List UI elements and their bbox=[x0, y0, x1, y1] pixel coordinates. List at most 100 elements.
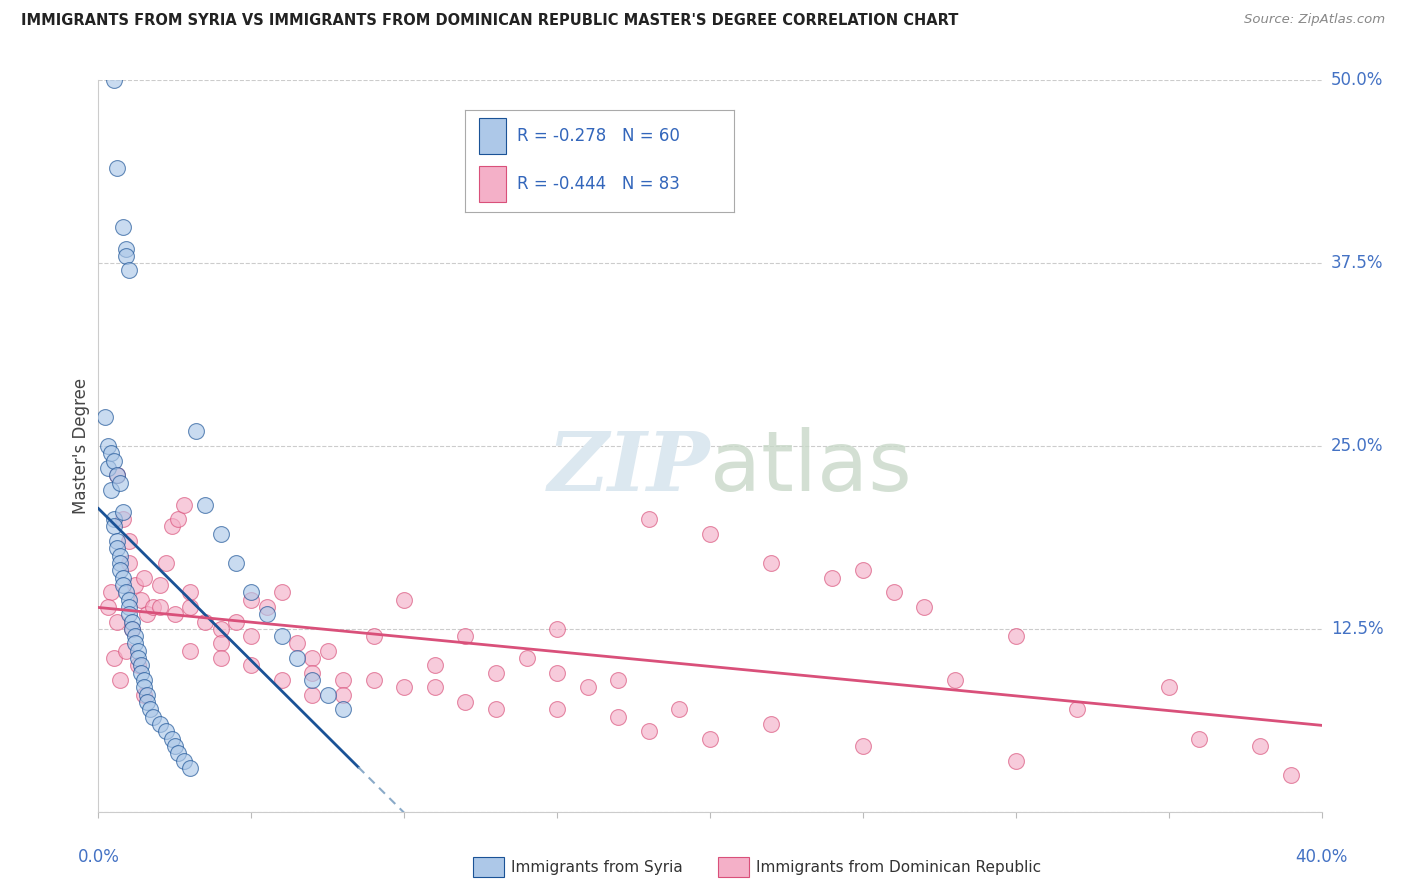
Point bbox=[124, 629, 146, 643]
Point bbox=[111, 578, 134, 592]
Text: 25.0%: 25.0% bbox=[1331, 437, 1384, 455]
Point bbox=[134, 571, 156, 585]
Point bbox=[97, 461, 120, 475]
Point bbox=[115, 249, 138, 263]
Point bbox=[607, 709, 630, 723]
Point bbox=[546, 622, 568, 636]
Point bbox=[332, 688, 354, 702]
Point bbox=[155, 724, 177, 739]
Text: 50.0%: 50.0% bbox=[1331, 71, 1384, 89]
Point bbox=[167, 512, 190, 526]
Point bbox=[118, 592, 141, 607]
Point bbox=[225, 556, 247, 570]
Point bbox=[129, 665, 152, 680]
Point bbox=[118, 263, 141, 277]
Point bbox=[194, 498, 217, 512]
Point bbox=[363, 673, 385, 687]
Point bbox=[699, 731, 721, 746]
Point bbox=[97, 599, 120, 614]
Point bbox=[179, 585, 201, 599]
Point bbox=[1004, 754, 1026, 768]
Point bbox=[761, 717, 783, 731]
Point bbox=[134, 688, 156, 702]
Point bbox=[163, 607, 186, 622]
Point bbox=[105, 534, 128, 549]
Point bbox=[392, 592, 416, 607]
Text: ZIP: ZIP bbox=[547, 428, 710, 508]
Point bbox=[97, 439, 120, 453]
Text: 40.0%: 40.0% bbox=[1295, 848, 1348, 866]
Point bbox=[943, 673, 966, 687]
Point bbox=[105, 161, 128, 175]
Point bbox=[111, 505, 134, 519]
Point bbox=[1157, 681, 1180, 695]
Point bbox=[100, 483, 122, 497]
Bar bbox=[479, 166, 506, 202]
Point bbox=[668, 702, 690, 716]
Point bbox=[179, 599, 201, 614]
Point bbox=[485, 665, 508, 680]
Point bbox=[392, 681, 416, 695]
Point bbox=[285, 636, 308, 650]
Point bbox=[111, 512, 134, 526]
Point bbox=[121, 615, 143, 629]
Point bbox=[127, 651, 149, 665]
Point bbox=[316, 688, 339, 702]
Text: 0.0%: 0.0% bbox=[77, 848, 120, 866]
Point bbox=[115, 644, 138, 658]
Point bbox=[100, 446, 122, 460]
Point bbox=[118, 534, 141, 549]
Point bbox=[699, 526, 721, 541]
Point bbox=[576, 681, 599, 695]
Point bbox=[1279, 768, 1302, 782]
Point bbox=[209, 526, 232, 541]
Point bbox=[1066, 702, 1088, 716]
Point bbox=[332, 702, 354, 716]
Point bbox=[103, 519, 125, 533]
Point bbox=[852, 739, 875, 753]
Point bbox=[179, 761, 201, 775]
Point bbox=[163, 739, 186, 753]
Point bbox=[108, 556, 131, 570]
Point bbox=[111, 219, 134, 234]
Point bbox=[136, 607, 159, 622]
Y-axis label: Master's Degree: Master's Degree bbox=[72, 378, 90, 514]
Point bbox=[912, 599, 935, 614]
Point bbox=[124, 636, 146, 650]
Point bbox=[454, 695, 477, 709]
Point bbox=[1188, 731, 1211, 746]
Point bbox=[167, 746, 190, 760]
Text: Immigrants from Dominican Republic: Immigrants from Dominican Republic bbox=[755, 860, 1040, 874]
Point bbox=[149, 578, 172, 592]
Point bbox=[115, 242, 138, 256]
Point bbox=[270, 585, 294, 599]
Point bbox=[129, 658, 152, 673]
Point bbox=[179, 644, 201, 658]
Text: 37.5%: 37.5% bbox=[1331, 254, 1384, 272]
Point bbox=[127, 658, 149, 673]
Point bbox=[256, 607, 278, 622]
Point bbox=[103, 73, 125, 87]
Point bbox=[134, 673, 156, 687]
Point bbox=[209, 622, 232, 636]
Point bbox=[256, 599, 278, 614]
Point bbox=[301, 665, 323, 680]
Text: Immigrants from Syria: Immigrants from Syria bbox=[510, 860, 683, 874]
Point bbox=[516, 651, 538, 665]
Point bbox=[209, 651, 232, 665]
Point bbox=[316, 644, 339, 658]
Text: Source: ZipAtlas.com: Source: ZipAtlas.com bbox=[1244, 13, 1385, 27]
Point bbox=[423, 681, 446, 695]
Point bbox=[136, 695, 159, 709]
Point bbox=[761, 556, 783, 570]
Point bbox=[883, 585, 905, 599]
Point bbox=[240, 629, 263, 643]
Point bbox=[105, 541, 128, 556]
Point bbox=[105, 468, 128, 483]
Point bbox=[240, 658, 263, 673]
Point bbox=[821, 571, 844, 585]
Point bbox=[108, 475, 131, 490]
Point bbox=[155, 556, 177, 570]
Point bbox=[160, 519, 183, 533]
Point bbox=[1004, 629, 1026, 643]
